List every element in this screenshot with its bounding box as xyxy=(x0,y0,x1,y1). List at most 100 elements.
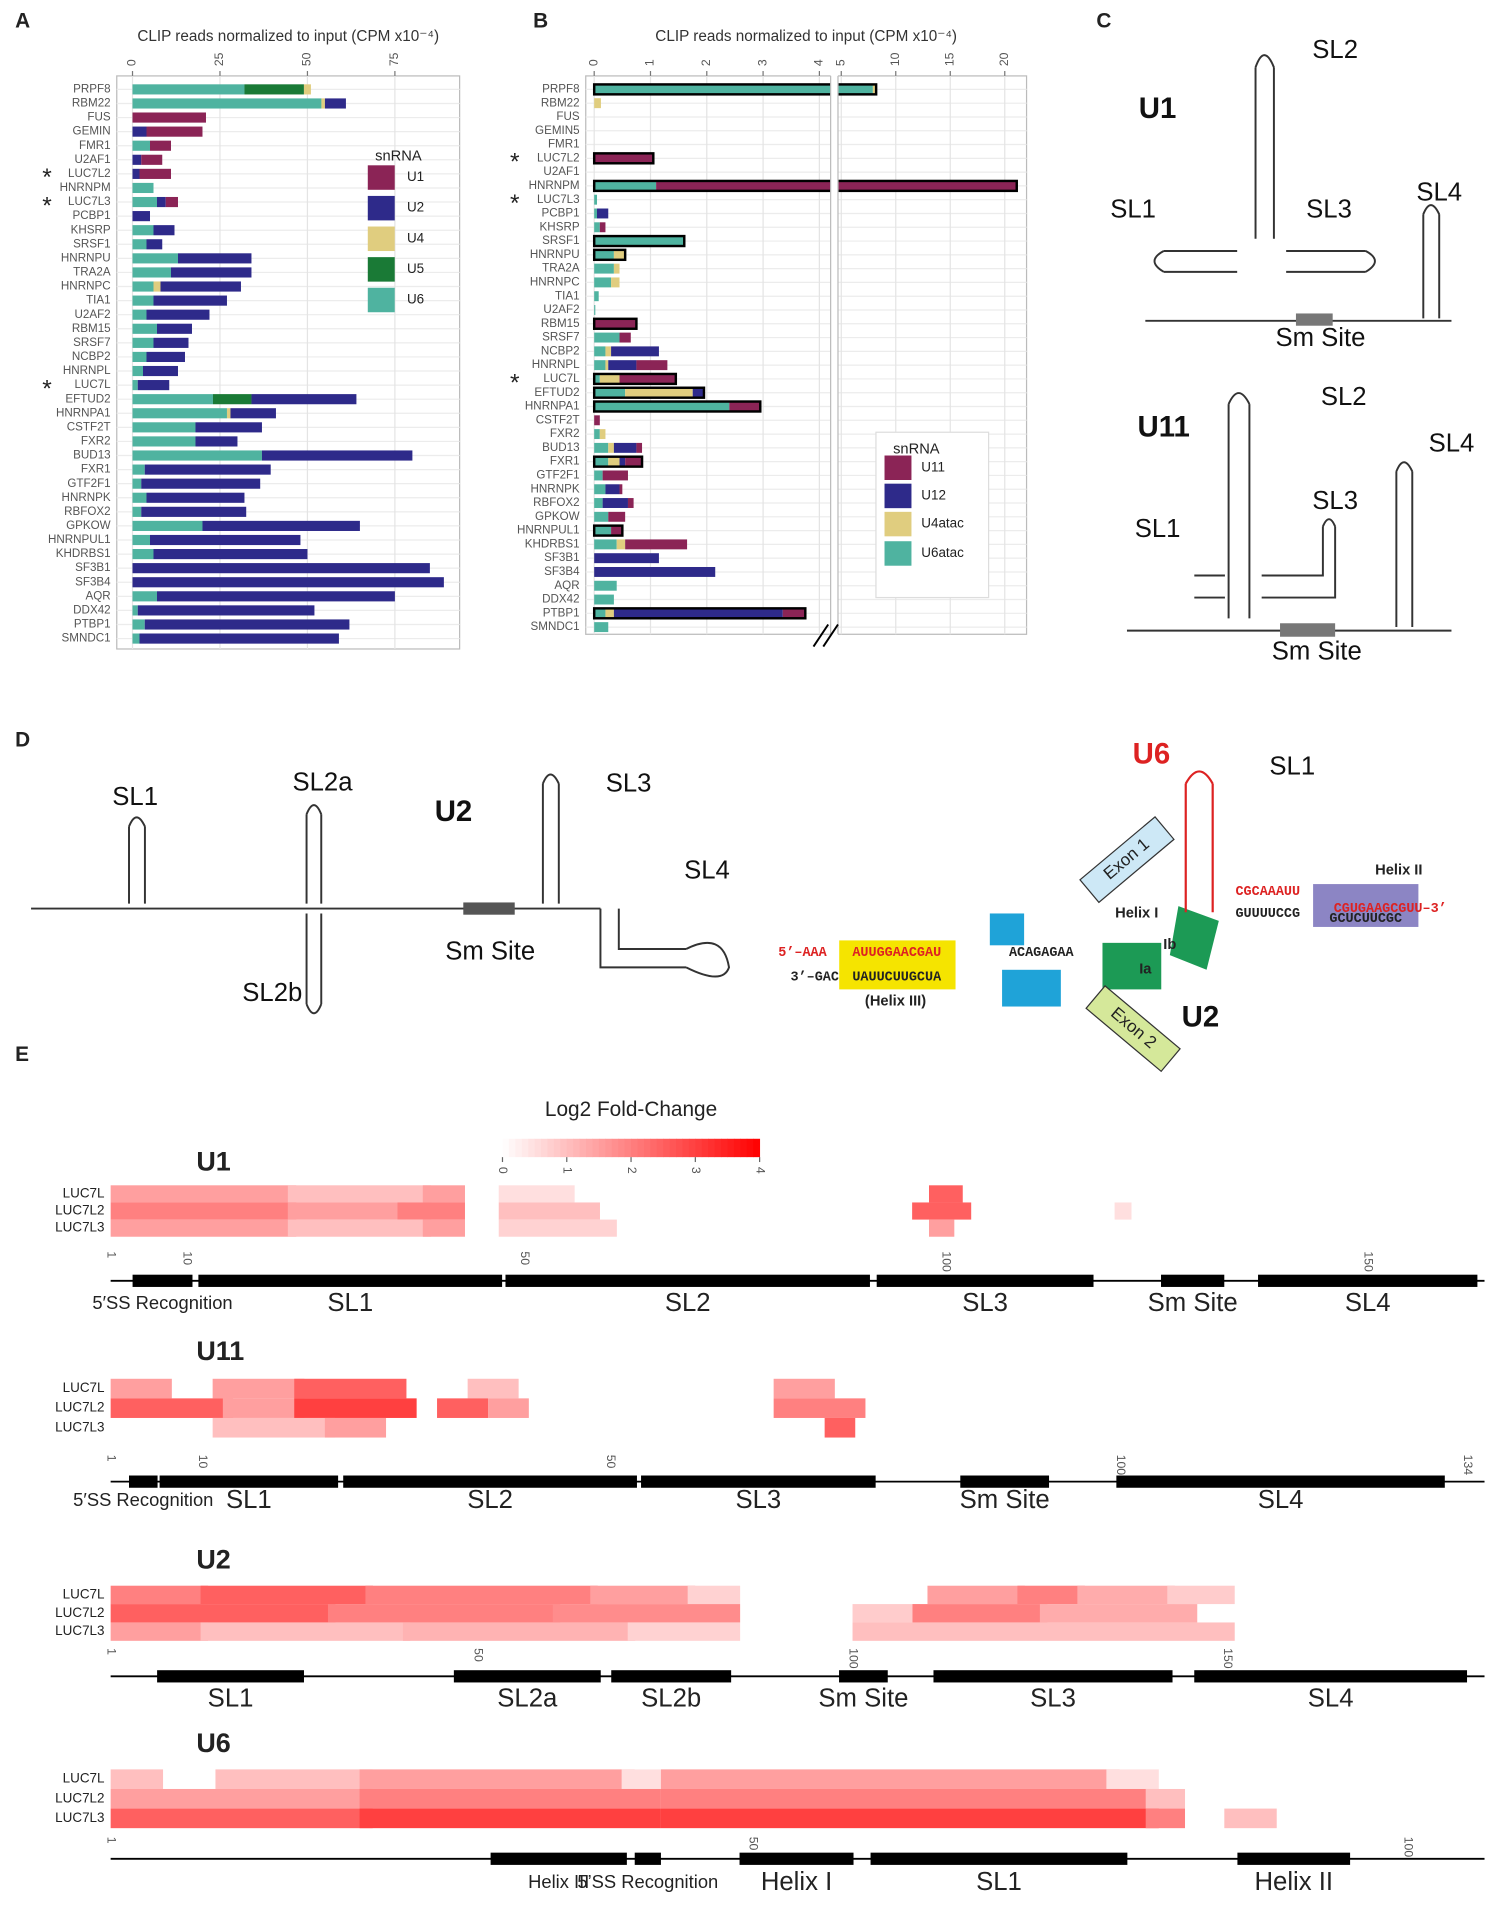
structure-label: 5’–AAA xyxy=(778,946,827,961)
bar-segment xyxy=(156,196,166,208)
bar-segment xyxy=(594,180,657,191)
category-label: LUC7L xyxy=(74,378,111,391)
structure-label: ACAGAGAA xyxy=(1009,946,1075,961)
category-label: LUC7L3 xyxy=(537,193,580,206)
category-label: KHSRP xyxy=(540,220,580,233)
colorbar-step xyxy=(733,1138,741,1158)
legend-label: U4atac xyxy=(921,516,964,531)
bar-segment xyxy=(782,608,806,619)
heatmap-cell xyxy=(110,1622,209,1641)
bar-segment xyxy=(132,126,147,137)
position-tick-label: 50 xyxy=(604,1455,618,1469)
bar-segment xyxy=(144,464,271,475)
colorbar-step xyxy=(521,1138,529,1158)
break-mark xyxy=(812,623,839,648)
domain-bar xyxy=(1194,1670,1468,1683)
row-label: LUC7L2 xyxy=(55,1605,104,1620)
bar-segment xyxy=(132,196,157,208)
colorbar-tick-label: 0 xyxy=(496,1167,510,1174)
heatmap-cell xyxy=(498,1185,575,1203)
bar-segment xyxy=(594,277,612,288)
bar-segment xyxy=(594,539,617,550)
domain-label: Sm Site xyxy=(818,1684,908,1712)
exon-box xyxy=(1085,984,1181,1073)
x-tick-label: 4 xyxy=(812,59,826,66)
heatmap-cell xyxy=(1017,1585,1085,1605)
colorbar-step xyxy=(586,1138,593,1158)
bar-segment xyxy=(132,140,151,151)
domain-bar xyxy=(129,1475,158,1488)
position-tick-label: 10 xyxy=(180,1251,194,1265)
category-label: PTBP1 xyxy=(543,606,580,619)
bar-outline xyxy=(592,248,627,262)
domain-bar xyxy=(132,1274,193,1287)
bar-segment xyxy=(132,605,138,616)
heatmap-cell xyxy=(402,1622,636,1641)
bar-segment xyxy=(143,365,178,377)
category-label: HNRNPC xyxy=(61,280,111,293)
bar-segment xyxy=(619,484,623,495)
heatmap-cell xyxy=(773,1378,835,1399)
bar-segment xyxy=(594,594,614,605)
heatmap-cell xyxy=(912,1202,972,1220)
category-label: PCBP1 xyxy=(541,207,579,220)
colorbar-step xyxy=(669,1138,677,1158)
domain-label: Helix II xyxy=(1254,1868,1333,1896)
bar-segment xyxy=(132,591,157,602)
bar-segment xyxy=(608,360,637,371)
heatmap-title: U1 xyxy=(196,1146,230,1176)
bar-segment xyxy=(132,506,142,517)
heatmap-cell xyxy=(621,1769,675,1789)
bar-segment xyxy=(132,520,203,531)
bar-segment xyxy=(594,498,603,508)
bar-outline xyxy=(592,179,1018,193)
bar-segment xyxy=(132,154,142,165)
category-label: GEMIN5 xyxy=(535,124,580,137)
heatmap-cell xyxy=(365,1585,598,1605)
domain-bar xyxy=(1237,1852,1351,1865)
heatmap-cell xyxy=(1145,1808,1186,1829)
category-label: GPKOW xyxy=(66,519,111,532)
colorbar-step xyxy=(547,1138,555,1158)
bar-segment xyxy=(321,98,325,109)
heatmap-cell xyxy=(1106,1769,1159,1789)
structure-label: U2 xyxy=(1182,1001,1220,1034)
category-label: RBFOX2 xyxy=(64,505,111,518)
bar-segment xyxy=(132,295,154,306)
domain-label: SL3 xyxy=(962,1289,1008,1317)
heatmap-cell xyxy=(687,1585,741,1605)
position-tick-label: 1 xyxy=(104,1837,118,1844)
category-label: BUD13 xyxy=(542,441,579,454)
category-label: CSTF2T xyxy=(536,413,580,426)
bar-segment xyxy=(132,112,206,123)
domain-bar xyxy=(505,1274,870,1287)
bar-segment xyxy=(132,422,196,433)
bar-segment xyxy=(597,208,609,219)
bar-segment xyxy=(146,309,210,320)
category-label: GEMIN xyxy=(73,125,111,138)
bar-segment xyxy=(132,267,171,278)
helix-box xyxy=(989,913,1025,946)
category-label: RBFOX2 xyxy=(533,496,580,509)
helix-ia-box xyxy=(1102,942,1162,990)
heatmap-cell xyxy=(327,1604,561,1623)
category-label: HNRNPUL1 xyxy=(48,533,111,546)
category-label: HNRNPK xyxy=(531,482,580,495)
position-tick-label: 1 xyxy=(104,1251,118,1258)
colorbar-step xyxy=(708,1138,716,1158)
bar-segment xyxy=(594,98,601,109)
category-label: HNRNPM xyxy=(60,181,111,194)
heatmap-cell xyxy=(1114,1202,1132,1220)
bar-segment xyxy=(230,408,276,419)
domain-label: 5’SS Recognition xyxy=(577,1871,718,1892)
bar-segment xyxy=(153,295,227,306)
bar-segment xyxy=(144,619,350,630)
bar-segment xyxy=(132,380,138,391)
structure-label: SL1 xyxy=(112,783,158,811)
category-label: LUC7L2 xyxy=(68,167,111,180)
colorbar-step xyxy=(560,1138,568,1158)
category-label: SRSF1 xyxy=(542,234,579,247)
stem xyxy=(1261,518,1337,599)
domain-label: SL4 xyxy=(1258,1486,1304,1514)
